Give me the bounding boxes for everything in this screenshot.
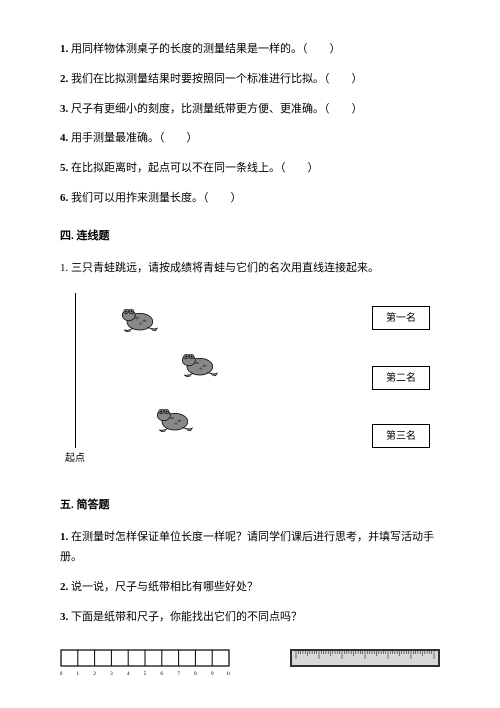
q-num: 2. <box>60 581 68 593</box>
tf-question: 2. 我们在比拟测量结果时要按照同一个标准进行比拟。（ ） <box>60 70 440 90</box>
svg-text:2: 2 <box>93 671 96 677</box>
tf-questions: 1. 用同样物体测桌子的长度的测量结果是一样的。（ ） 2. 我们在比拟测量结果时… <box>60 40 440 209</box>
rank-box: 第二名 <box>372 366 430 390</box>
tf-question: 3. 尺子有更细小的刻度，比测量纸带更方便、更准确。（ ） <box>60 100 440 120</box>
q-text: 我们可以用拃来测量长度。（ ） <box>71 192 242 204</box>
q-text: 说一说，尺子与纸带相比有哪些好处？ <box>71 581 258 593</box>
q-num: 1. <box>60 531 68 543</box>
q-num: 4. <box>60 132 68 144</box>
svg-text:9: 9 <box>211 671 214 677</box>
svg-text:3: 3 <box>110 671 113 677</box>
sa-questions: 1. 在测量时怎样保证单位长度一样呢？请同学们课后进行思考，并填写活动手册。 2.… <box>60 528 440 627</box>
svg-text:7: 7 <box>177 671 180 677</box>
q-num: 1. <box>60 43 68 55</box>
frog-icon <box>115 303 161 333</box>
sa-question: 1. 在测量时怎样保证单位长度一样呢？请同学们课后进行思考，并填写活动手册。 <box>60 528 440 568</box>
paper-tape: 0 1 2 3 4 5 6 7 8 9 10 <box>60 649 230 685</box>
section4-heading: 四. 连线题 <box>60 227 440 247</box>
frog-icon <box>150 403 196 433</box>
q-num: 1. <box>60 262 68 274</box>
svg-text:10: 10 <box>226 671 230 677</box>
q-num: 3. <box>60 103 68 115</box>
tf-question: 4. 用手测量最准确。（ ） <box>60 129 440 149</box>
tf-question: 5. 在比拟距离时，起点可以不在同一条线上。（ ） <box>60 159 440 179</box>
svg-text:4: 4 <box>127 671 130 677</box>
section5-heading: 五. 简答题 <box>60 496 440 516</box>
svg-text:0: 0 <box>60 671 63 677</box>
sa-question: 3. 下面是纸带和尺子，你能找出它们的不同点吗？ <box>60 608 440 628</box>
svg-text:5: 5 <box>144 671 147 677</box>
rank-box: 第三名 <box>372 424 430 448</box>
section4-prompt: 1. 三只青蛙跳远，请按成绩将青蛙与它们的名次用直线连接起来。 <box>60 259 440 279</box>
sa-question: 2. 说一说，尺子与纸带相比有哪些好处？ <box>60 578 440 598</box>
start-line <box>75 293 76 448</box>
svg-text:6: 6 <box>160 671 163 677</box>
tf-question: 1. 用同样物体测桌子的长度的测量结果是一样的。（ ） <box>60 40 440 60</box>
q-text: 用手测量最准确。（ ） <box>71 132 198 144</box>
q-text: 三只青蛙跳远，请按成绩将青蛙与它们的名次用直线连接起来。 <box>71 262 379 274</box>
q-text: 在测量时怎样保证单位长度一样呢？请同学们课后进行思考，并填写活动手册。 <box>60 531 434 563</box>
svg-text:8: 8 <box>194 671 197 677</box>
start-label: 起点 <box>65 450 85 468</box>
q-text: 下面是纸带和尺子，你能找出它们的不同点吗？ <box>71 611 302 623</box>
matching-diagram: 起点 第一名第二名第三名 <box>60 288 440 478</box>
q-num: 2. <box>60 73 68 85</box>
frog-icon <box>175 348 221 378</box>
tf-question: 6. 我们可以用拃来测量长度。（ ） <box>60 189 440 209</box>
rank-box: 第一名 <box>372 306 430 330</box>
q-text: 在比拟距离时，起点可以不在同一条线上。（ ） <box>71 162 319 174</box>
svg-text:1: 1 <box>76 671 79 677</box>
real-ruler <box>290 649 440 677</box>
q-num: 5. <box>60 162 68 174</box>
q-text: 用同样物体测桌子的长度的测量结果是一样的。（ ） <box>71 43 341 55</box>
q-num: 6. <box>60 192 68 204</box>
rulers-row: 0 1 2 3 4 5 6 7 8 9 10 <box>60 649 440 685</box>
q-num: 3. <box>60 611 68 623</box>
q-text: 尺子有更细小的刻度，比测量纸带更方便、更准确。（ ） <box>71 103 363 115</box>
q-text: 我们在比拟测量结果时要按照同一个标准进行比拟。（ ） <box>71 73 363 85</box>
